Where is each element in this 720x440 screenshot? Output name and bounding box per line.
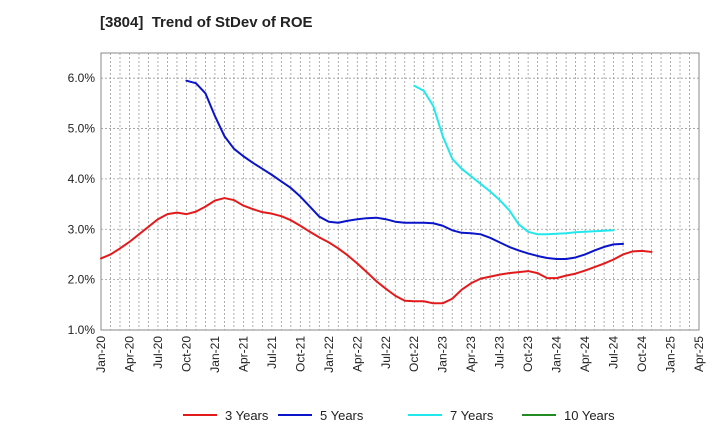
chart-title: [3804] Trend of StDev of ROE: [100, 14, 313, 31]
x-tick-label: Jul-22: [379, 336, 393, 369]
x-tick-label: Jan-23: [436, 336, 450, 373]
x-tick-label: Apr-22: [350, 336, 364, 372]
y-tick-label: 1.0%: [68, 323, 96, 337]
legend-label: 10 Years: [564, 408, 615, 423]
x-tick-label: Jan-22: [322, 336, 336, 373]
legend-label: 7 Years: [450, 408, 494, 423]
series-line-5-years: [185, 79, 625, 260]
x-tick-label: Jan-24: [550, 336, 564, 373]
x-tick-label: Apr-24: [578, 336, 592, 372]
x-tick-label: Jul-21: [265, 336, 279, 369]
x-tick-label: Apr-21: [236, 336, 250, 372]
y-tick-label: 4.0%: [68, 172, 96, 186]
x-tick-label: Apr-20: [122, 336, 136, 372]
x-tick-label: Jul-23: [493, 336, 507, 369]
x-tick-label: Jan-20: [94, 336, 108, 373]
y-tick-label: 3.0%: [68, 222, 96, 236]
x-tick-label: Apr-23: [464, 336, 478, 372]
x-tick-label: Apr-25: [692, 336, 706, 372]
x-tick-label: Oct-24: [635, 336, 649, 372]
legend-label: 3 Years: [225, 408, 269, 423]
legend-label: 5 Years: [320, 408, 364, 423]
y-tick-label: 5.0%: [68, 122, 96, 136]
x-tick-label: Jul-20: [151, 336, 165, 369]
x-tick-label: Jan-25: [664, 336, 678, 373]
x-tick-label: Jul-24: [607, 336, 621, 369]
y-tick-label: 2.0%: [68, 273, 96, 287]
x-tick-label: Jan-21: [208, 336, 222, 373]
x-tick-label: Oct-22: [407, 336, 421, 372]
x-tick-label: Oct-23: [521, 336, 535, 372]
series-line-7-years: [413, 84, 615, 236]
y-tick-label: 6.0%: [68, 71, 96, 85]
plot-frame: [100, 52, 700, 331]
x-tick-label: Oct-21: [293, 336, 307, 372]
series-line-3-years: [100, 197, 653, 305]
x-tick-label: Oct-20: [179, 336, 193, 372]
